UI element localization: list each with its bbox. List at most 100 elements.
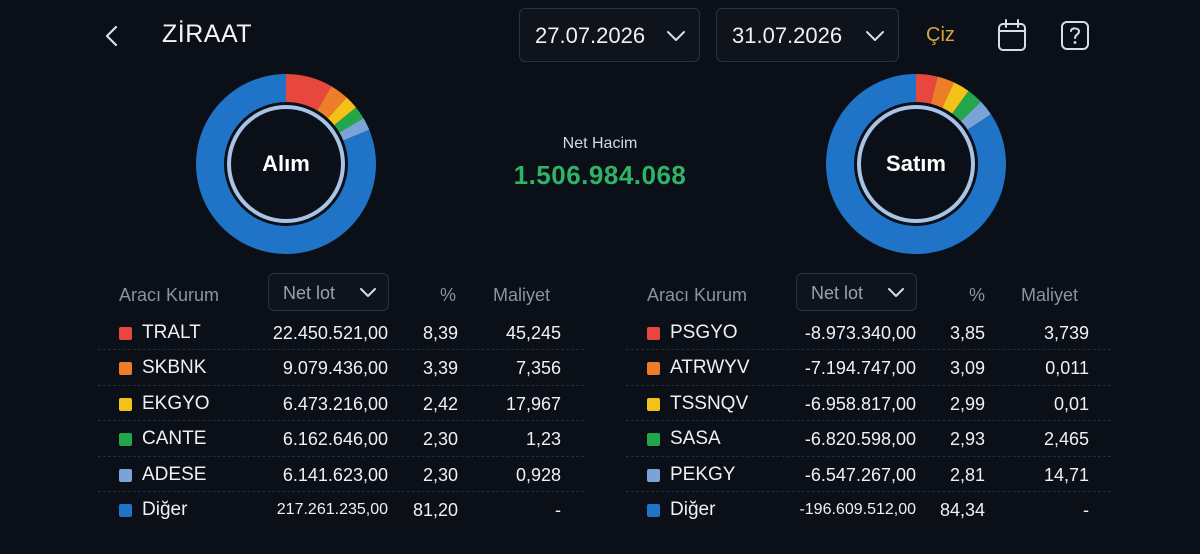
net-lot-value: -6.958.817,00	[804, 393, 916, 414]
help-button[interactable]	[1060, 20, 1090, 51]
color-swatch	[119, 433, 132, 447]
broker-code: ADESE	[142, 463, 207, 485]
buy-table-header: Aracı Kurum Net lot % Maliyet	[98, 272, 584, 315]
percent-value: 3,39	[422, 358, 458, 379]
percent-value: 2,30	[422, 429, 458, 450]
color-swatch	[119, 362, 132, 376]
donut-segment-skbnk	[317, 86, 347, 119]
broker-code: Diğer	[670, 498, 716, 520]
percent-value: 8,39	[422, 323, 458, 343]
table-row[interactable]: PSGYO -8.973.340,00 3,85 3,739	[626, 315, 1111, 351]
broker-code: PSGYO	[670, 322, 738, 343]
color-swatch	[647, 433, 660, 447]
percent-value: 2,42	[422, 393, 458, 414]
broker-code: TRALT	[142, 322, 201, 343]
table-row[interactable]: Diğer 217.261.235,00 81,20 -	[98, 492, 584, 527]
table-row[interactable]: EKGYO 6.473.216,00 2,42 17,967	[98, 386, 584, 422]
percent-column-header: %	[969, 285, 986, 305]
back-button[interactable]	[98, 20, 126, 52]
donut-segment-sasa	[952, 90, 982, 122]
buy-table-body: TRALT 22.450.521,00 8,39 45,245 SKBNK 9.…	[98, 315, 584, 527]
broker-column-header: Aracı Kurum	[119, 285, 220, 305]
cost-value: 7,356	[515, 358, 561, 379]
percent-value: 2,93	[949, 429, 985, 450]
buy-donut-chart: Alım	[195, 73, 377, 255]
broker-code: EKGYO	[142, 392, 210, 414]
table-row[interactable]: ADESE 6.141.623,00 2,30 0,928	[98, 457, 584, 492]
color-swatch	[119, 327, 132, 340]
table-row[interactable]: PEKGY -6.547.267,00 2,81 14,71	[626, 457, 1111, 492]
start-date-select[interactable]: 27.07.2026	[519, 8, 700, 62]
percent-value: 81,20	[412, 499, 458, 520]
donut-segment-adese	[339, 118, 370, 141]
percent-value: 2,30	[422, 464, 458, 485]
net-lot-value: 6.141.623,00	[282, 464, 388, 485]
net-lot-value: 6.162.646,00	[282, 429, 388, 450]
color-swatch	[647, 503, 660, 517]
sell-sort-select[interactable]: Net lot	[796, 273, 917, 311]
cost-value: 17,967	[505, 393, 561, 414]
color-swatch	[647, 397, 660, 411]
chevron-down-icon	[667, 31, 685, 41]
donut-segment-psgyo	[916, 74, 938, 104]
donut-segment-tssnqv	[942, 82, 969, 114]
donut-segment-pekgy	[960, 101, 991, 130]
table-row[interactable]: Diğer -196.609.512,00 84,34 -	[626, 492, 1111, 527]
calendar-button[interactable]	[997, 18, 1027, 52]
table-row[interactable]: SASA -6.820.598,00 2,93 2,465	[626, 421, 1111, 457]
sell-donut-svg	[826, 74, 1006, 254]
color-swatch	[647, 468, 660, 482]
top-bar: ZİRAAT 27.07.2026 31.07.2026 Çiz	[0, 0, 1200, 72]
broker-code: SKBNK	[142, 357, 207, 379]
cost-value: 1,23	[525, 429, 561, 450]
table-row[interactable]: TSSNQV -6.958.817,00 2,99 0,01	[626, 386, 1111, 422]
percent-value: 84,34	[939, 499, 985, 520]
net-volume-value: 1.506.984.068	[513, 160, 687, 190]
buy-sort-select[interactable]: Net lot	[268, 273, 389, 311]
donut-hole	[861, 109, 971, 219]
net-lot-value: -196.609.512,00	[799, 500, 916, 518]
donut-segment-cante	[334, 107, 364, 133]
cost-value: 3,739	[1043, 323, 1089, 343]
cost-value: 0,928	[515, 464, 561, 485]
net-lot-value: 6.473.216,00	[282, 393, 388, 414]
chevron-down-icon	[888, 288, 904, 297]
net-lot-value: -8.973.340,00	[804, 323, 916, 343]
broker-column-header: Aracı Kurum	[647, 285, 748, 305]
buy-table: Aracı Kurum Net lot % Maliyet TRALT 22.4…	[98, 272, 584, 527]
sell-donut-label: Satım	[886, 151, 946, 176]
chevron-left-icon	[105, 25, 118, 47]
percent-value: 2,99	[949, 393, 985, 414]
percent-value: 2,81	[949, 464, 985, 485]
cost-value: -	[555, 499, 561, 520]
donut-hole	[231, 109, 341, 219]
table-row[interactable]: ATRWYV -7.194.747,00 3,09 0,011	[626, 350, 1111, 386]
end-date-select[interactable]: 31.07.2026	[716, 8, 899, 62]
cost-value: 0,01	[1053, 393, 1089, 414]
percent-value: 3,09	[949, 358, 985, 379]
table-row[interactable]: SKBNK 9.079.436,00 3,39 7,356	[98, 350, 584, 386]
sort-select-value: Net lot	[811, 283, 864, 303]
table-row[interactable]: CANTE 6.162.646,00 2,30 1,23	[98, 421, 584, 457]
help-icon	[1061, 21, 1089, 50]
cost-column-header: Maliyet	[493, 285, 551, 305]
cost-value: 0,011	[1045, 358, 1089, 379]
broker-code: Diğer	[142, 498, 188, 520]
cost-column-header: Maliyet	[1021, 285, 1079, 305]
net-lot-value: -7.194.747,00	[804, 358, 916, 379]
sell-table: Aracı Kurum Net lot % Maliyet PSGYO -8.9…	[626, 272, 1111, 527]
donut-segment-diğer	[826, 74, 1006, 254]
buy-donut-svg	[196, 74, 376, 255]
draw-button[interactable]: Çiz	[926, 24, 955, 46]
page-title: ZİRAAT	[162, 20, 253, 48]
sort-select-value: Net lot	[283, 283, 336, 303]
chevron-down-icon	[360, 288, 376, 297]
net-lot-value: 9.079.436,00	[282, 358, 388, 379]
broker-code: SASA	[670, 428, 721, 450]
net-lot-value: 22.450.521,00	[272, 323, 388, 343]
table-row[interactable]: TRALT 22.450.521,00 8,39 45,245	[98, 315, 584, 351]
broker-code: ATRWYV	[670, 357, 750, 379]
percent-value: 3,85	[949, 323, 985, 343]
buy-donut-label: Alım	[262, 151, 310, 176]
cost-value: 14,71	[1043, 464, 1089, 485]
